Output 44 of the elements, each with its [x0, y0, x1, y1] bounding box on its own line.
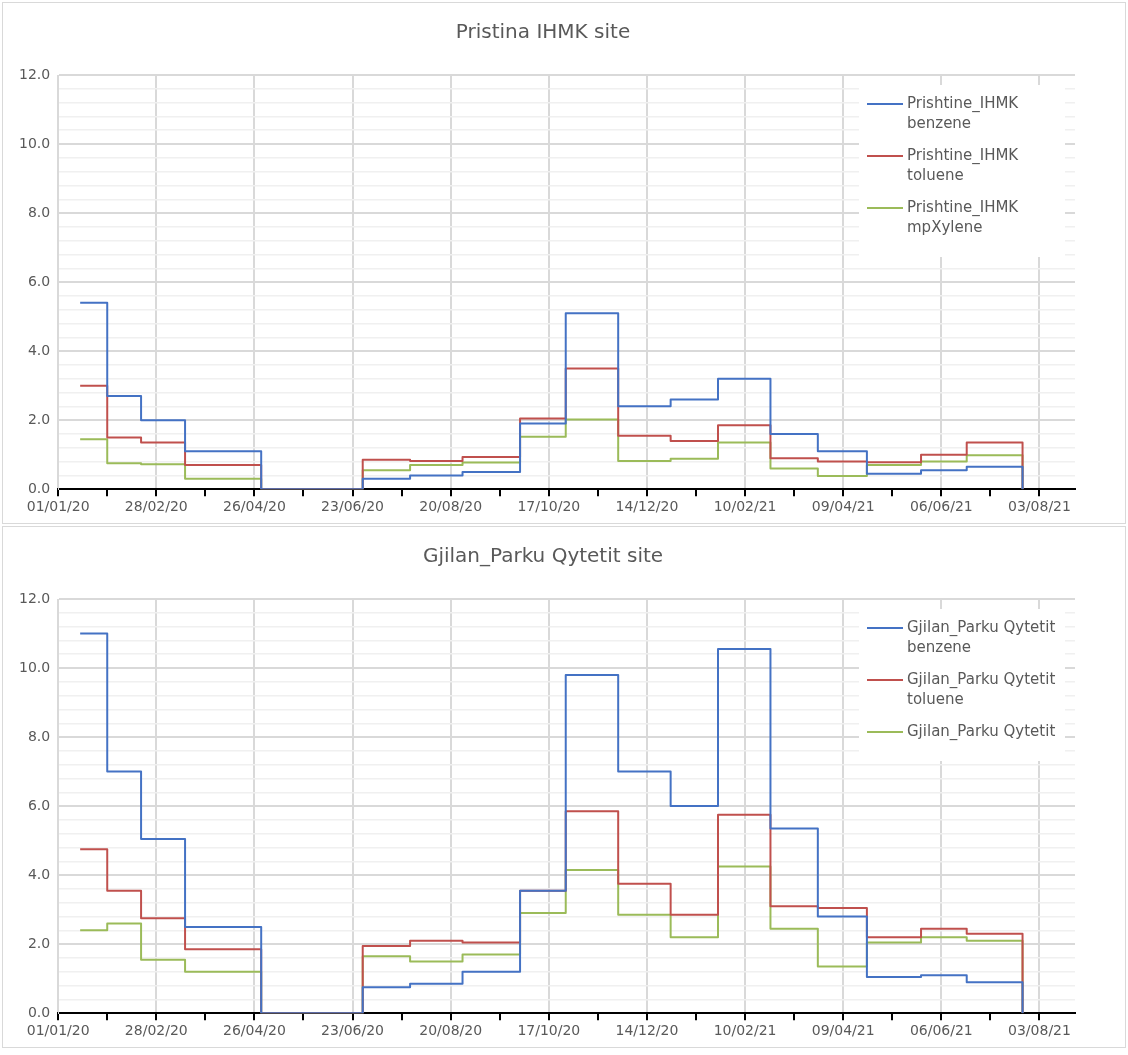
legend-label: Gjilan_Parku Qytetit [907, 721, 1056, 741]
legend-label: Prishtine_IHMK toluene [907, 145, 1020, 185]
y-tick-label: 8.0 [27, 203, 51, 220]
x-tick-label: 03/08/21 [1008, 1022, 1071, 1039]
x-tick-label: 03/08/21 [1008, 498, 1071, 515]
x-tick-label: 20/08/20 [419, 498, 483, 515]
x-tick-label: 09/04/21 [811, 498, 875, 515]
y-tick-label: 2.0 [27, 934, 51, 951]
y-tick-label: 0.0 [27, 479, 51, 496]
y-tick-label: 12.0 [19, 65, 51, 82]
x-tick-label: 14/12/20 [615, 498, 679, 515]
x-tick-label: 17/10/20 [517, 498, 581, 515]
x-tick-label: 10/02/21 [713, 1022, 777, 1039]
y-tick-label: 4.0 [27, 341, 51, 358]
x-tick-label: 20/08/20 [419, 1022, 483, 1039]
y-tick-label: 6.0 [27, 272, 51, 289]
x-tick-label: 17/10/20 [517, 1022, 581, 1039]
x-tick-label: 23/06/20 [321, 498, 385, 515]
x-tick-label: 26/04/20 [222, 498, 286, 515]
x-tick-label: 23/06/20 [321, 1022, 385, 1039]
y-tick-label: 2.0 [27, 410, 51, 427]
x-tick-label: 09/04/21 [811, 1022, 875, 1039]
x-tick-label: 28/02/20 [124, 1022, 188, 1039]
legend-label: Gjilan_Parku Qytetit toluene [907, 669, 1057, 709]
y-tick-label: 8.0 [27, 727, 51, 744]
x-tick-label: 28/02/20 [124, 498, 188, 515]
y-tick-label: 10.0 [19, 134, 51, 151]
y-tick-label: 4.0 [27, 865, 51, 882]
x-tick-label: 06/06/21 [909, 1022, 973, 1039]
legend-label: Prishtine_IHMK benzene [907, 93, 1020, 133]
y-tick-label: 6.0 [27, 796, 51, 813]
legend-label: Gjilan_Parku Qytetit benzene [907, 617, 1057, 657]
y-tick-label: 10.0 [19, 658, 51, 675]
x-tick-label: 06/06/21 [909, 498, 973, 515]
x-tick-label: 26/04/20 [222, 1022, 286, 1039]
x-tick-label: 10/02/21 [713, 498, 777, 515]
y-tick-label: 0.0 [27, 1003, 51, 1020]
chart-title: Gjilan_Parku Qytetit site [422, 543, 664, 568]
chart-title: Pristina IHMK site [455, 19, 631, 44]
y-tick-label: 12.0 [19, 589, 51, 606]
x-tick-label: 14/12/20 [615, 1022, 679, 1039]
legend-label: Prishtine_IHMK mpXylene [907, 197, 1020, 237]
x-tick-label: 01/01/20 [26, 498, 90, 515]
x-tick-label: 01/01/20 [26, 1022, 90, 1039]
